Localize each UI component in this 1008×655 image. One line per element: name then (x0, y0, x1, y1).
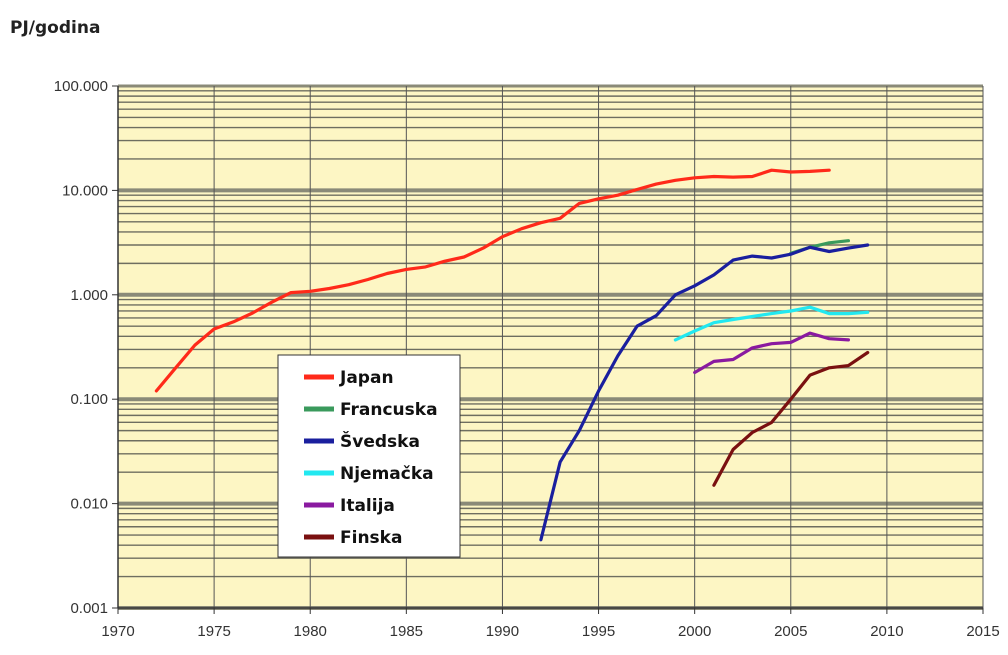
x-tick-label: 1990 (486, 623, 519, 640)
x-tick-label: 2015 (966, 623, 999, 640)
y-tick-label: 0.001 (70, 600, 108, 617)
y-tick-label: 0.100 (70, 391, 108, 408)
legend-label: Finska (340, 528, 402, 548)
y-axis-title: PJ/godina (10, 18, 101, 38)
series-line-1 (154, 168, 831, 393)
legend-label: Njemačka (340, 464, 434, 484)
y-tick-label: 100.000 (54, 78, 108, 95)
plot-area (118, 86, 983, 608)
grid-lines (117, 84, 984, 610)
legend-label: Švedska (340, 430, 420, 452)
x-tick-label: 1975 (197, 623, 230, 640)
x-tick-label: 2005 (774, 623, 807, 640)
x-tick-label: 1985 (390, 623, 423, 640)
legend-label: Japan (339, 368, 394, 388)
y-tick-label: 10.000 (62, 182, 108, 199)
series-line-3 (539, 243, 870, 542)
x-tick-label: 1970 (101, 623, 134, 640)
axes: 0.001 0.010 0.100 1.000 10.000 100.000 1970 197… (54, 78, 1000, 640)
y-tick-label: 0.010 (70, 496, 108, 513)
legend: Japan Francuska Švedska Njemačka Italija Fins… (277, 354, 461, 558)
legend-label: Francuska (340, 400, 438, 420)
legend-label: Italija (340, 496, 395, 516)
y-tick-label: 1.000 (70, 287, 108, 304)
x-tick-label: 1980 (294, 623, 327, 640)
x-tick-label: 2000 (678, 623, 711, 640)
series-line-6 (712, 350, 870, 487)
series-line-4 (673, 305, 870, 342)
x-tick-label: 2010 (870, 623, 903, 640)
series-line-5 (693, 331, 851, 375)
x-tick-label: 1995 (582, 623, 615, 640)
series-lines (154, 168, 870, 542)
legend-box (277, 354, 461, 558)
